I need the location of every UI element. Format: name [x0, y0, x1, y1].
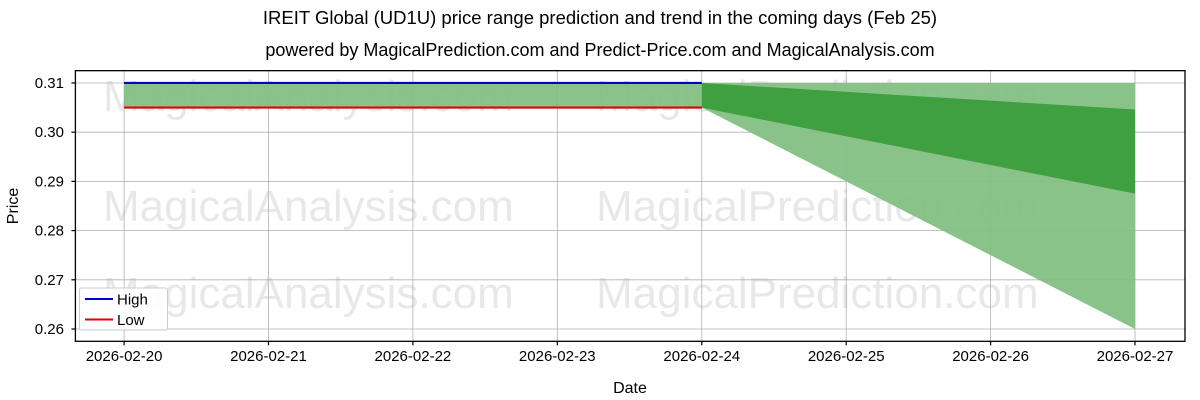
- svg-text:2026-02-22: 2026-02-22: [375, 348, 452, 365]
- svg-text:0.28: 0.28: [35, 223, 64, 240]
- svg-text:2026-02-25: 2026-02-25: [808, 348, 885, 365]
- svg-text:Date: Date: [613, 380, 647, 397]
- svg-text:0.26: 0.26: [35, 321, 64, 338]
- svg-text:Low: Low: [117, 312, 145, 329]
- svg-text:0.29: 0.29: [35, 173, 64, 190]
- svg-text:2026-02-23: 2026-02-23: [519, 348, 596, 365]
- svg-text:2026-02-27: 2026-02-27: [1097, 348, 1174, 365]
- svg-text:0.30: 0.30: [35, 124, 64, 141]
- svg-text:High: High: [117, 292, 148, 309]
- svg-text:0.31: 0.31: [35, 75, 64, 92]
- svg-text:Price: Price: [5, 188, 22, 225]
- svg-text:2026-02-26: 2026-02-26: [952, 348, 1029, 365]
- svg-text:2026-02-24: 2026-02-24: [663, 348, 740, 365]
- svg-text:0.27: 0.27: [35, 272, 64, 289]
- svg-text:2026-02-21: 2026-02-21: [230, 348, 307, 365]
- svg-text:2026-02-20: 2026-02-20: [86, 348, 163, 365]
